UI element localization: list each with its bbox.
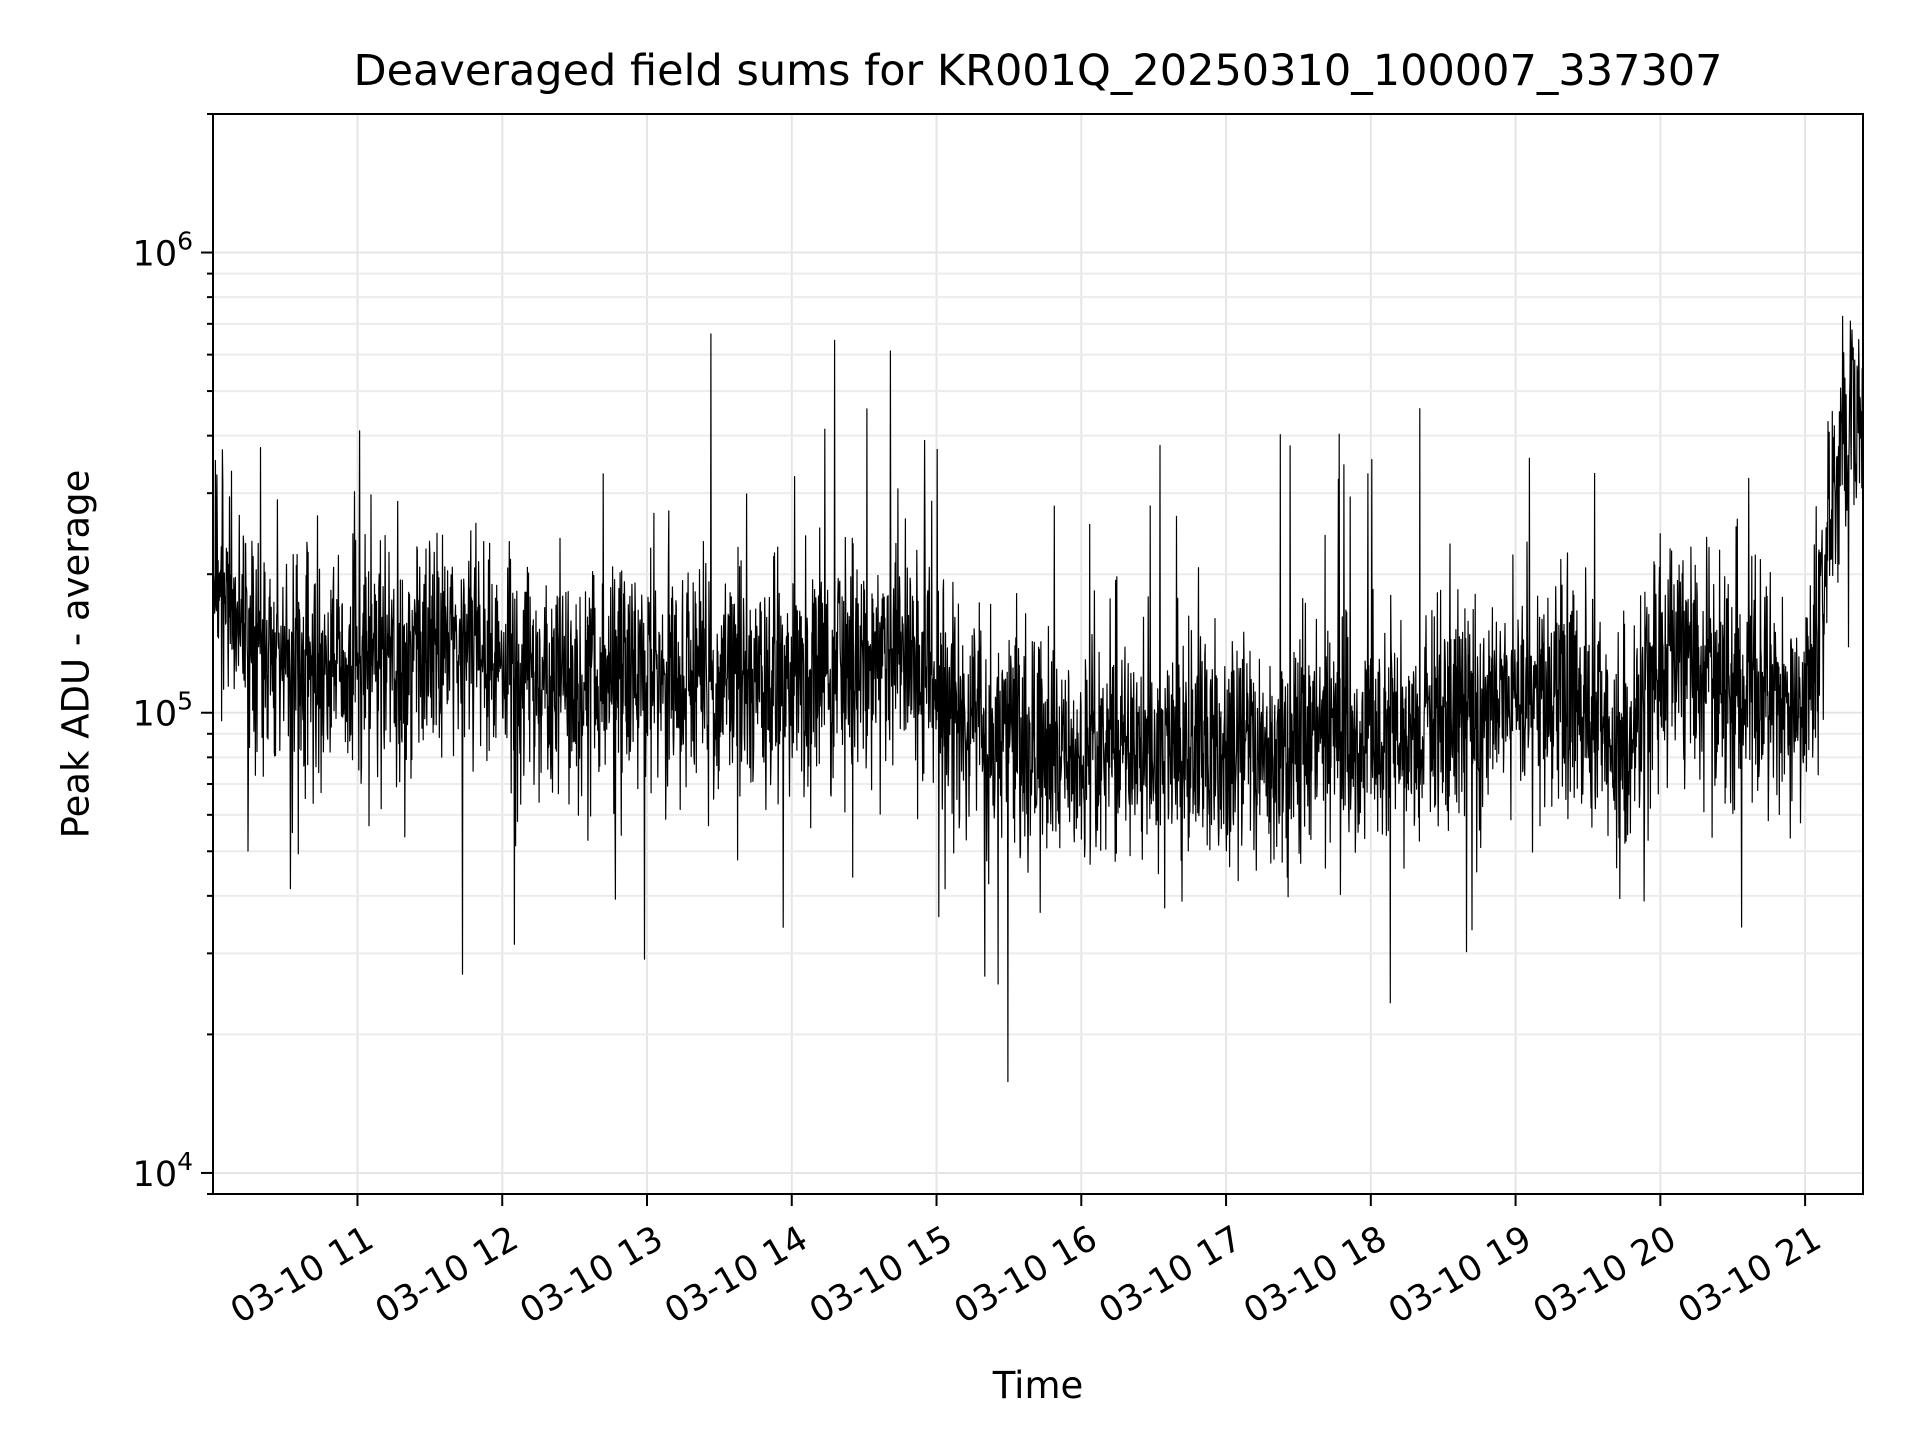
y-tick-label: 105 — [133, 687, 193, 735]
y-tick-label: 106 — [133, 227, 193, 275]
x-axis-label: Time — [992, 1364, 1084, 1407]
series-line — [212, 315, 1864, 1083]
y-axis-label: Peak ADU - average — [55, 470, 98, 839]
chart-title: Deaveraged field sums for KR001Q_2025031… — [353, 46, 1722, 96]
y-tick-label: 104 — [133, 1147, 193, 1195]
plot-frame — [212, 113, 1864, 1195]
y-axis: 104 105 106 — [133, 113, 213, 1195]
series-layer — [212, 315, 1864, 1083]
